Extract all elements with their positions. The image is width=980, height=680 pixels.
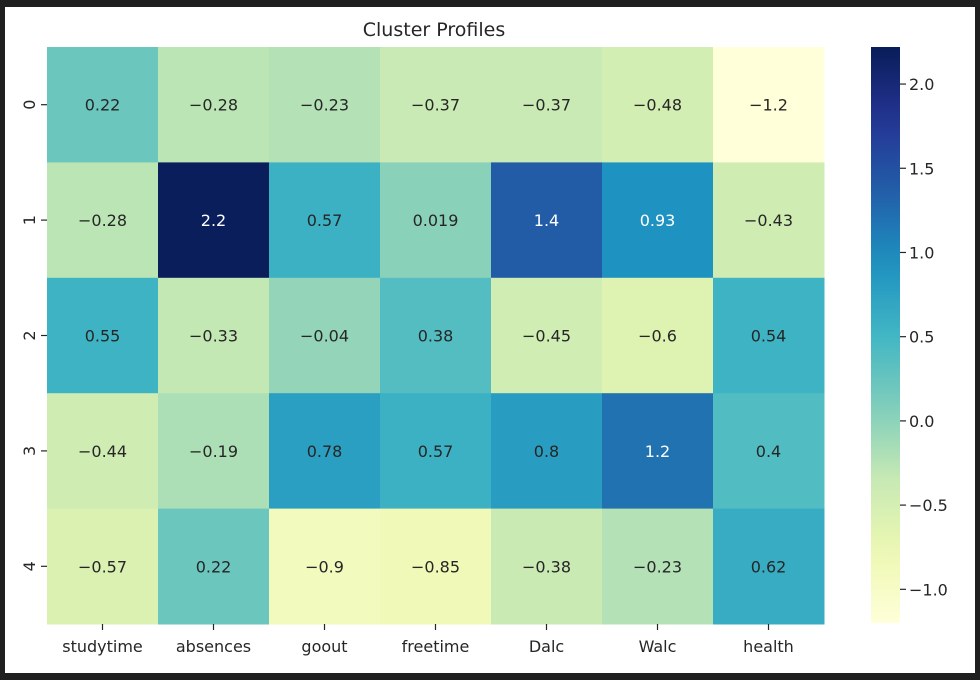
colorbar-tick-label: 2.0 bbox=[909, 75, 934, 94]
heatmap-cell bbox=[602, 162, 714, 279]
cell-value-label: 0.55 bbox=[85, 327, 121, 346]
cell-value-label: 0.57 bbox=[418, 442, 454, 461]
cell-value-label: −0.33 bbox=[189, 327, 238, 346]
cell-value-label: −0.43 bbox=[744, 211, 793, 230]
heatmap-cell bbox=[491, 277, 603, 394]
colorbar-tick-label: 1.0 bbox=[909, 243, 934, 262]
colorbar-tick-label: 0.0 bbox=[909, 412, 934, 431]
heatmap-cell bbox=[602, 393, 714, 510]
x-tick-label: studytime bbox=[62, 637, 143, 656]
chart-figure: Cluster Profiles 0.22 −0.28 −0.23 −0.37 −0.3… bbox=[5, 7, 975, 673]
cell-value-label: −0.04 bbox=[300, 327, 349, 346]
cell-value-label: −0.37 bbox=[522, 96, 571, 115]
cell-value-label: −0.6 bbox=[638, 327, 677, 346]
heatmap-cell bbox=[713, 47, 825, 163]
cell-value-label: −1.2 bbox=[749, 96, 788, 115]
cell-value-label: −0.9 bbox=[305, 557, 344, 576]
cell-value-label: 0.38 bbox=[418, 327, 454, 346]
cell-value-label: 2.2 bbox=[201, 211, 226, 230]
colorbar-gradient bbox=[871, 47, 900, 623]
y-axis: 0 1 2 3 4 bbox=[20, 100, 47, 571]
cell-value-label: −0.48 bbox=[633, 96, 682, 115]
cell-value-label: 0.78 bbox=[307, 442, 343, 461]
cell-value-label: −0.37 bbox=[411, 96, 460, 115]
heatmap-cell bbox=[158, 47, 270, 163]
x-tick-label: goout bbox=[301, 637, 347, 656]
cell-annotations: 0.22 −0.28 −0.23 −0.37 −0.37 −0.48 −1.2 −0.28 2.… bbox=[78, 96, 793, 577]
heatmap-cell bbox=[158, 393, 270, 510]
heatmap-cell bbox=[491, 47, 603, 163]
colorbar-tick-label: −0.5 bbox=[909, 496, 948, 515]
cell-value-label: 0.22 bbox=[196, 557, 232, 576]
colorbar-tick-label: 1.5 bbox=[909, 159, 934, 178]
heatmap-cell bbox=[269, 277, 381, 394]
x-tick-label: absences bbox=[176, 637, 251, 656]
cell-value-label: −0.28 bbox=[189, 96, 238, 115]
heatmap-cell bbox=[602, 508, 714, 625]
heatmap-cell bbox=[713, 508, 825, 625]
heatmap-cell bbox=[269, 508, 381, 625]
cell-value-label: 0.62 bbox=[751, 557, 787, 576]
heatmap-cell bbox=[269, 162, 381, 279]
heatmap-cell bbox=[380, 162, 492, 279]
y-tick-label: 1 bbox=[20, 215, 39, 225]
chart-title: Cluster Profiles bbox=[363, 19, 505, 41]
heatmap-cell bbox=[158, 508, 270, 625]
heatmap-cell bbox=[491, 393, 603, 510]
heatmap-cell bbox=[158, 277, 270, 394]
heatmap-chart: Cluster Profiles 0.22 −0.28 −0.23 −0.37 −0.3… bbox=[20, 19, 948, 656]
y-tick-label: 4 bbox=[20, 561, 39, 571]
heatmap-cell bbox=[47, 47, 159, 163]
cell-value-label: −0.44 bbox=[78, 442, 127, 461]
y-tick-label: 2 bbox=[20, 330, 39, 340]
y-tick-label: 3 bbox=[20, 446, 39, 456]
colorbar-tick-label: 0.5 bbox=[909, 328, 934, 347]
cell-value-label: 1.4 bbox=[534, 211, 559, 230]
heatmap-cell bbox=[380, 277, 492, 394]
cell-value-label: 0.54 bbox=[751, 327, 787, 346]
heatmap-cell bbox=[713, 162, 825, 279]
cell-value-label: −0.23 bbox=[300, 96, 349, 115]
heatmap-cell bbox=[491, 162, 603, 279]
cell-value-label: −0.19 bbox=[189, 442, 238, 461]
heatmap-cell bbox=[380, 47, 492, 163]
cell-value-label: −0.23 bbox=[633, 557, 682, 576]
x-tick-label: health bbox=[743, 637, 794, 656]
heatmap-cells bbox=[47, 47, 825, 625]
cell-value-label: 0.019 bbox=[413, 211, 459, 230]
cell-value-label: −0.85 bbox=[411, 557, 460, 576]
y-tick-label: 0 bbox=[20, 100, 39, 110]
heatmap-cell bbox=[713, 277, 825, 394]
cell-value-label: 0.93 bbox=[640, 211, 676, 230]
heatmap-cell bbox=[602, 47, 714, 163]
x-tick-label: Dalc bbox=[529, 637, 564, 656]
heatmap-cell bbox=[380, 393, 492, 510]
cell-value-label: −0.28 bbox=[78, 211, 127, 230]
heatmap-cell bbox=[47, 162, 159, 279]
x-tick-label: Walc bbox=[639, 637, 677, 656]
heatmap-cell bbox=[269, 393, 381, 510]
heatmap-cell bbox=[380, 508, 492, 625]
heatmap-cell bbox=[713, 393, 825, 510]
x-tick-label: freetime bbox=[402, 637, 470, 656]
cell-value-label: 0.8 bbox=[534, 442, 559, 461]
cell-value-label: 0.57 bbox=[307, 211, 343, 230]
heatmap-cell bbox=[269, 47, 381, 163]
colorbar-tick-label: −1.0 bbox=[909, 580, 948, 599]
cell-value-label: −0.57 bbox=[78, 557, 127, 576]
cell-value-label: 1.2 bbox=[645, 442, 670, 461]
cell-value-label: 0.4 bbox=[756, 442, 781, 461]
heatmap-cell bbox=[47, 508, 159, 625]
heatmap-cell bbox=[47, 277, 159, 394]
x-axis: studytime absences goout freetime Dalc Walc he… bbox=[62, 624, 794, 656]
heatmap-cell bbox=[602, 277, 714, 394]
cell-value-label: −0.38 bbox=[522, 557, 571, 576]
cell-value-label: 0.22 bbox=[85, 96, 121, 115]
heatmap-cell bbox=[47, 393, 159, 510]
colorbar: 2.0 1.5 1.0 0.5 0.0 −0.5 −1.0 bbox=[871, 47, 948, 623]
cell-value-label: −0.45 bbox=[522, 327, 571, 346]
heatmap-cell bbox=[158, 162, 270, 279]
heatmap-cell bbox=[491, 508, 603, 625]
